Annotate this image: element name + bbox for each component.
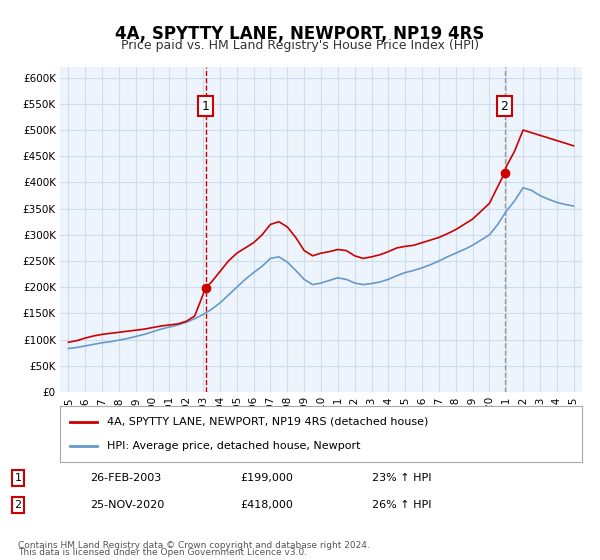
Text: 1: 1 — [202, 100, 209, 113]
Text: Contains HM Land Registry data © Crown copyright and database right 2024.: Contains HM Land Registry data © Crown c… — [18, 541, 370, 550]
Text: 26-FEB-2003: 26-FEB-2003 — [90, 473, 161, 483]
Text: 4A, SPYTTY LANE, NEWPORT, NP19 4RS (detached house): 4A, SPYTTY LANE, NEWPORT, NP19 4RS (deta… — [107, 417, 428, 427]
Text: 2: 2 — [500, 100, 508, 113]
Text: 2: 2 — [14, 500, 22, 510]
Text: £418,000: £418,000 — [240, 500, 293, 510]
Text: 23% ↑ HPI: 23% ↑ HPI — [372, 473, 431, 483]
Text: Price paid vs. HM Land Registry's House Price Index (HPI): Price paid vs. HM Land Registry's House … — [121, 39, 479, 52]
Text: This data is licensed under the Open Government Licence v3.0.: This data is licensed under the Open Gov… — [18, 548, 307, 557]
Text: £199,000: £199,000 — [240, 473, 293, 483]
Text: HPI: Average price, detached house, Newport: HPI: Average price, detached house, Newp… — [107, 441, 361, 451]
Text: 25-NOV-2020: 25-NOV-2020 — [90, 500, 164, 510]
Text: 4A, SPYTTY LANE, NEWPORT, NP19 4RS: 4A, SPYTTY LANE, NEWPORT, NP19 4RS — [115, 25, 485, 43]
Text: 1: 1 — [14, 473, 22, 483]
Text: 26% ↑ HPI: 26% ↑ HPI — [372, 500, 431, 510]
